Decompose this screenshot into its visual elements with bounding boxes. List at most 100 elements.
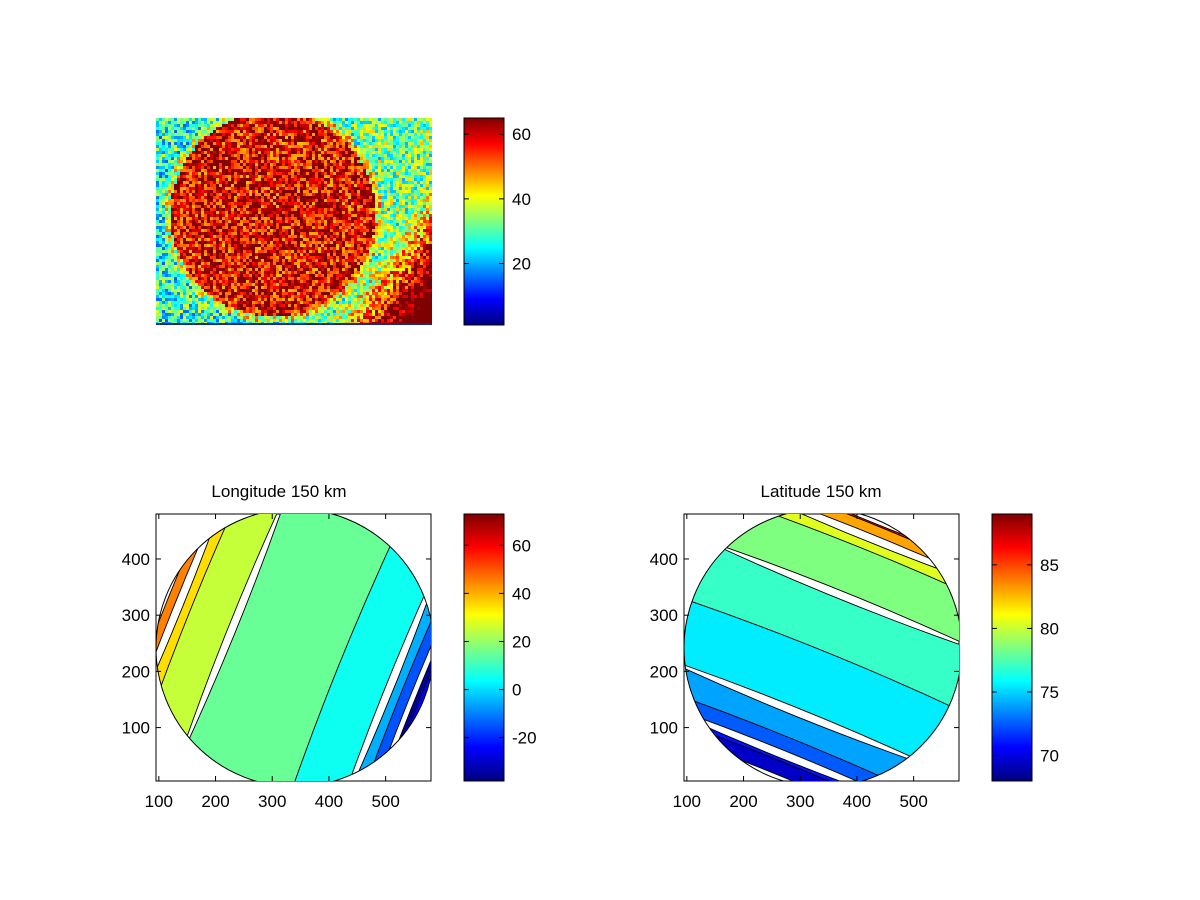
image-pixel [183,163,186,166]
image-pixel [285,136,288,139]
image-pixel [351,205,354,208]
image-pixel [165,151,168,154]
image-pixel [282,235,285,238]
image-pixel [210,193,213,196]
image-pixel [177,145,180,148]
image-pixel [180,253,183,256]
image-pixel [228,211,231,214]
image-pixel [321,124,324,127]
image-pixel [276,247,279,250]
image-pixel [168,253,171,256]
image-pixel [312,253,315,256]
image-pixel [405,151,408,154]
image-pixel [198,259,201,262]
image-pixel [294,187,297,190]
image-pixel [189,187,192,190]
image-pixel [384,175,387,178]
image-pixel [300,211,303,214]
image-pixel [216,187,219,190]
image-pixel [225,247,228,250]
image-pixel [195,196,198,199]
image-pixel [384,217,387,220]
image-pixel [381,208,384,211]
image-pixel [267,211,270,214]
image-pixel [291,211,294,214]
image-pixel [228,157,231,160]
image-pixel [198,262,201,265]
image-pixel [234,181,237,184]
image-pixel [402,148,405,151]
image-pixel [246,256,249,259]
image-pixel [243,205,246,208]
image-pixel [297,160,300,163]
image-pixel [414,148,417,151]
image-pixel [393,247,396,250]
image-pixel [321,274,324,277]
image-pixel [318,208,321,211]
image-pixel [165,142,168,145]
image-pixel [357,124,360,127]
image-pixel [363,208,366,211]
image-pixel [246,277,249,280]
image-pixel [264,190,267,193]
image-pixel [417,244,420,247]
image-pixel [228,142,231,145]
image-pixel [423,151,426,154]
image-pixel [186,157,189,160]
image-pixel [267,163,270,166]
image-pixel [378,139,381,142]
image-pixel [156,226,159,229]
image-pixel [372,118,375,121]
image-pixel [174,205,177,208]
image-pixel [186,205,189,208]
image-pixel [420,220,423,223]
image-pixel [216,274,219,277]
image-pixel [273,190,276,193]
image-pixel [291,232,294,235]
image-pixel [165,238,168,241]
image-pixel [237,244,240,247]
image-pixel [372,223,375,226]
image-pixel [180,199,183,202]
image-pixel [291,157,294,160]
image-pixel [171,160,174,163]
image-pixel [282,256,285,259]
image-pixel [396,250,399,253]
image-pixel [210,274,213,277]
image-pixel [183,199,186,202]
image-pixel [426,238,429,241]
image-pixel [411,265,414,268]
image-pixel [210,148,213,151]
image-pixel [282,274,285,277]
image-pixel [279,235,282,238]
image-pixel [384,199,387,202]
image-pixel [162,214,165,217]
image-pixel [270,244,273,247]
image-pixel [276,184,279,187]
image-pixel [402,262,405,265]
image-pixel [198,241,201,244]
image-pixel [393,166,396,169]
image-pixel [348,178,351,181]
image-pixel [342,157,345,160]
image-pixel [429,193,432,196]
image-pixel [399,142,402,145]
image-pixel [162,259,165,262]
image-pixel [195,280,198,283]
image-pixel [264,187,267,190]
image-pixel [219,205,222,208]
image-pixel [216,238,219,241]
image-pixel [288,268,291,271]
image-pixel [234,199,237,202]
image-pixel [399,274,402,277]
image-pixel [276,226,279,229]
image-pixel [183,169,186,172]
image-pixel [189,277,192,280]
image-pixel [366,208,369,211]
image-pixel [219,193,222,196]
image-pixel [372,211,375,214]
image-pixel [393,148,396,151]
image-pixel [210,271,213,274]
image-pixel [375,244,378,247]
image-pixel [324,229,327,232]
